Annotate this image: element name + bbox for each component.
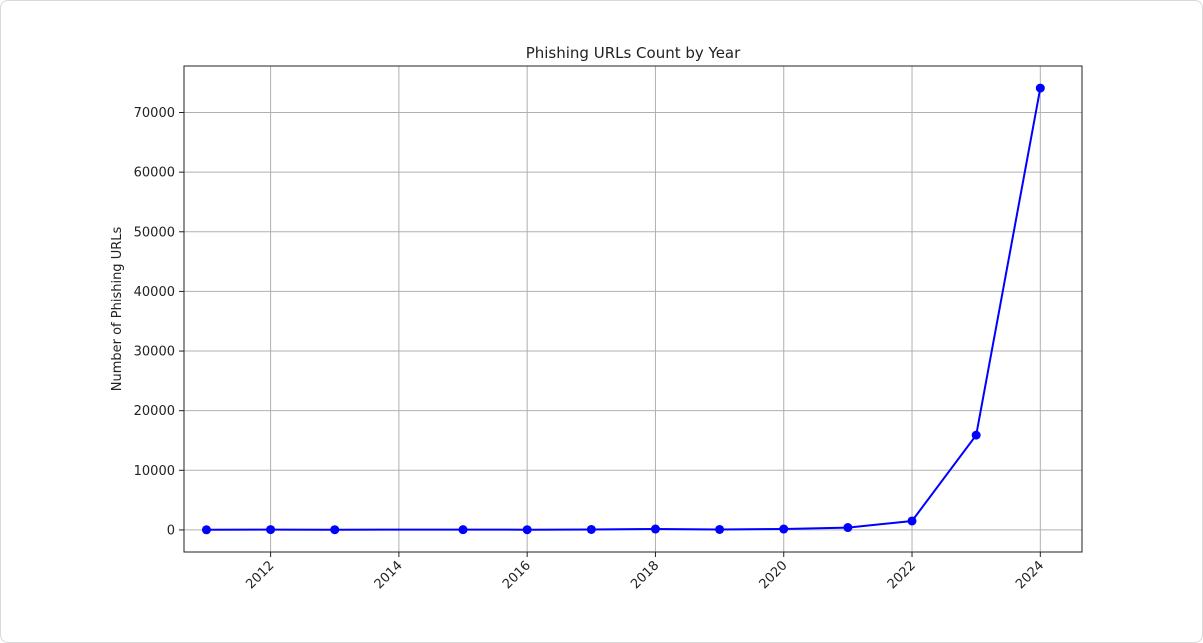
data-point [843,523,853,533]
data-point [779,524,789,534]
data-point [458,525,468,535]
data-point [650,524,660,534]
data-points [201,83,1045,535]
x-tick-label: 2022 [885,558,919,592]
x-tick-label: 2018 [628,558,662,592]
data-point [522,525,532,535]
data-point [907,516,917,526]
y-axis: 0 10000 20000 30000 40000 50000 60000 70000 [134,106,184,538]
data-point [971,430,981,440]
y-tick-label: 20000 [134,404,175,419]
x-tick-label: 2016 [500,558,534,592]
data-point [266,525,276,535]
plot-area [183,65,1083,553]
y-tick-label: 70000 [134,106,175,121]
y-tick-label: 50000 [134,225,175,240]
series-line [206,87,1042,531]
data-point [201,525,211,535]
y-axis-label: Number of Phishing URLs [110,227,125,392]
grid-lines [184,66,1082,552]
x-tick-label: 2014 [372,558,406,592]
data-point [330,525,340,535]
y-tick-label: 10000 [134,464,175,479]
y-tick-label: 40000 [134,285,175,300]
x-tick-label: 2024 [1013,558,1047,592]
y-tick-label: 0 [167,523,175,538]
x-tick-label: 2020 [757,558,791,592]
data-point [586,524,596,534]
data-point [1035,83,1045,93]
y-tick-label: 30000 [134,345,175,360]
x-axis: 2012 2014 2016 2018 2020 2022 2024 [243,552,1047,592]
y-tick-label: 60000 [134,166,175,181]
x-tick-label: 2012 [243,558,277,592]
data-point [715,524,725,534]
chart-title: Phishing URLs Count by Year [526,44,741,62]
